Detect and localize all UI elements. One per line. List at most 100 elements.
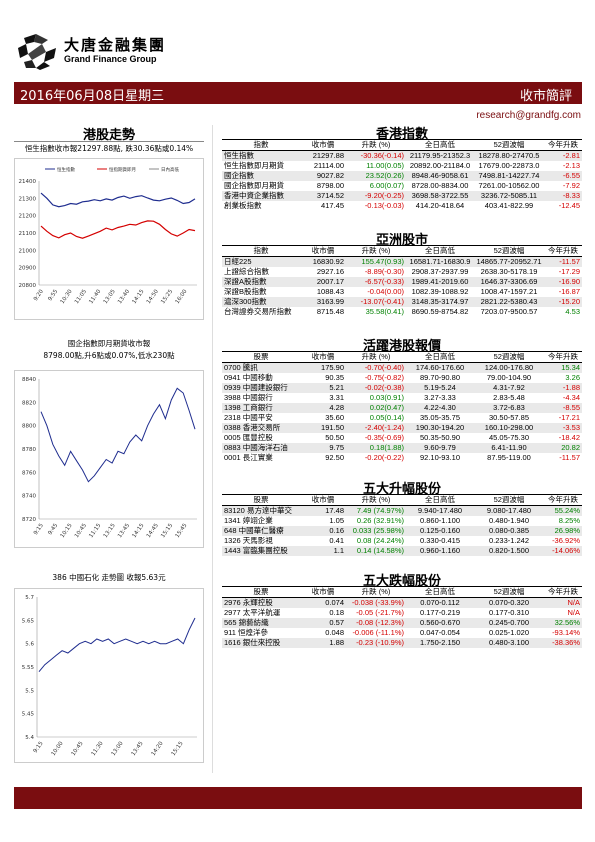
cell-range: 20892.00-21184.0 <box>409 161 471 170</box>
cell-close: 21297.88 <box>300 150 346 161</box>
cell-close: 1.88 <box>300 638 346 648</box>
cell-name: 國企指數即月期貨 <box>224 181 284 190</box>
y-tick-label: 5.4 <box>25 735 34 741</box>
cell-close: 0.18 <box>329 608 344 617</box>
x-tick-label: 11:40 <box>88 288 102 305</box>
cell-name: 2976 永輝控股 <box>222 597 300 608</box>
cell-change: -0.20(-0.22) <box>364 453 404 462</box>
x-tick-label: 10:45 <box>71 740 85 757</box>
cell-ytd: 15.34 <box>544 362 582 373</box>
table-row: 恒生指數即月期貨 21114.00 11.00(0.05) 20892.00-2118… <box>222 161 582 171</box>
table-row: 深證A股指數 2007.17 -6.57(-0.33) 1989.41-2019.60… <box>222 277 582 287</box>
cell-change: -6.57(-0.33) <box>346 277 406 287</box>
cell-ytd: -14.06% <box>544 546 582 556</box>
cell-change: 155.47(0.93) <box>346 256 406 267</box>
table-row: 2977 太平洋航運 0.18 -0.05 (-21.7%) 0.177-0.219 0… <box>222 608 582 618</box>
cell-w52: 79.00-104.90 <box>486 373 532 382</box>
cell-name: 2977 太平洋航運 <box>224 608 281 617</box>
divider <box>222 494 582 495</box>
cell-change: -0.05 (-21.7%) <box>356 608 404 617</box>
y-tick-label: 5.5 <box>25 688 34 694</box>
cell-w52: 0.080-0.385 <box>474 526 544 536</box>
column-header: 升跌 (%) <box>346 495 406 506</box>
cell-change: -0.75(-0.82) <box>364 373 404 382</box>
table-row: 2976 永輝控股 0.074 -0.038 (-33.9%) 0.070-0.112… <box>222 597 582 608</box>
cell-range: 92.10-93.10 <box>419 453 461 462</box>
x-tick-label: 9:15 <box>33 740 45 754</box>
x-tick-label: 14:15 <box>131 522 145 539</box>
table-row: 1326 天馬影視 0.41 0.08 (24.24%) 0.330-0.415 0.2… <box>222 536 582 546</box>
y-tick-label: 21000 <box>19 248 37 254</box>
company-logo: 大唐金融集團 Grand Finance Group <box>14 32 204 72</box>
y-tick-label: 21100 <box>19 231 37 237</box>
cell-name: 1398 工商銀行 <box>222 403 300 413</box>
x-tick-label: 9:55 <box>47 288 59 302</box>
cell-w52: 160.10-298.00 <box>474 423 544 433</box>
y-tick-label: 20900 <box>19 266 37 272</box>
hk-index-intraday-svg: 20800 20900 21000 21100 21200 21300 21400 9:20 9… <box>19 166 197 305</box>
hk-index-table: 指數 收市價 升跌 (%) 全日高低 52週波幅 今年升跌 恒生指數 21297.88 -30.… <box>222 140 582 211</box>
cell-range: 1.750-2.150 <box>406 638 474 648</box>
column-header: 收市價 <box>300 587 346 598</box>
cell-range: 35.05-35.75 <box>419 413 461 422</box>
cell-change: -0.02(-0.38) <box>346 383 406 393</box>
divider <box>222 351 582 352</box>
table-header-row: 指數 收市價 升跌 (%) 全日高低 52週波幅 今年升跌 <box>222 140 582 151</box>
cell-name: 深證A股指數 <box>222 277 300 287</box>
cell-range: 89.70-90.80 <box>419 373 461 382</box>
cell-w52: 1646.37-3306.69 <box>474 277 544 287</box>
asia-markets-title: 亞洲股市 <box>375 233 428 248</box>
column-header: 全日高低 <box>406 352 474 363</box>
cell-range: 0.860-1.100 <box>419 516 461 525</box>
legend-label: 恒指期貨即月 <box>109 166 136 173</box>
contact-email[interactable]: research@grandfg.com <box>476 110 581 121</box>
table-row: 國企指數 9027.82 23.52(0.26) 8948.46-9058.61 749… <box>222 171 582 181</box>
cell-w52: 2638.30-5178.19 <box>480 267 538 276</box>
cell-name: 恒生指數 <box>222 150 300 161</box>
column-header: 收市價 <box>300 495 346 506</box>
x-tick-label: 11:05 <box>74 288 88 305</box>
cell-range: 174.60-176.60 <box>406 362 474 373</box>
cell-close: 417.45 <box>321 201 344 210</box>
cell-change: -2.40(-1.24) <box>346 423 406 433</box>
cell-w52: 7498.81-14227.74 <box>474 171 544 181</box>
cell-ytd: 55.24% <box>544 505 582 516</box>
table-row: 1341 婷翊企業 1.05 0.26 (32.91%) 0.860-1.100 0.4… <box>222 516 582 526</box>
cell-ytd: -93.14% <box>552 628 580 637</box>
cell-range: 9.940-17.480 <box>406 505 474 516</box>
cell-ytd: -3.53 <box>544 423 582 433</box>
cell-ytd: 20.82 <box>544 443 582 453</box>
cell-name: 創業板指數 <box>224 201 262 210</box>
x-tick-label: 16:00 <box>175 288 189 305</box>
column-header: 52週波幅 <box>474 352 544 363</box>
x-tick-label: 10:00 <box>51 740 65 757</box>
report-date: 2016年06月08日星期三 <box>20 89 165 104</box>
column-divider <box>212 125 213 773</box>
y-tick-label: 8800 <box>22 424 36 430</box>
x-tick-label: 14:50 <box>146 288 160 305</box>
cell-w52: 30.50-57.85 <box>488 413 530 422</box>
cell-change: -0.35(-0.69) <box>364 433 404 442</box>
cell-change: 0.05(0.14) <box>369 413 404 422</box>
top-losers-table: 股票 收市價 升跌 (%) 全日高低 52週波幅 今年升跌 2976 永輝控股 0.074 -0… <box>222 587 582 648</box>
cell-range: 1082.39-1088.92 <box>411 287 469 296</box>
cell-ytd: -36.92% <box>552 536 580 545</box>
cell-ytd: -7.92 <box>562 181 580 190</box>
cell-w52: 18278.80-27470.5 <box>474 150 544 161</box>
cell-range: 8948.46-9058.61 <box>406 171 474 181</box>
cell-w52: 2.83-5.48 <box>493 393 525 402</box>
cell-close: 3163.99 <box>300 297 346 307</box>
table-row: 648 中國華仁醫療 0.16 0.033 (25.98%) 0.125-0.160 0… <box>222 526 582 536</box>
x-tick-label: 14:15 <box>131 288 145 305</box>
cell-ytd: 8.25% <box>558 516 580 525</box>
cell-name: 台灣證券交易所指數 <box>224 307 292 316</box>
table-header-row: 股票 收市價 升跌 (%) 全日高低 52週波幅 今年升跌 <box>222 495 582 506</box>
cell-close: 16830.92 <box>300 256 346 267</box>
y-tick-label: 8820 <box>22 400 36 406</box>
footer-bar <box>14 787 582 809</box>
cell-close: 1.05 <box>329 516 344 525</box>
cell-change: 6.00(0.07) <box>369 181 404 190</box>
cell-change: 0.26 (32.91%) <box>356 516 404 525</box>
cell-change: -0.23 (-10.9%) <box>346 638 406 648</box>
cell-change: 0.02(0.47) <box>346 403 406 413</box>
